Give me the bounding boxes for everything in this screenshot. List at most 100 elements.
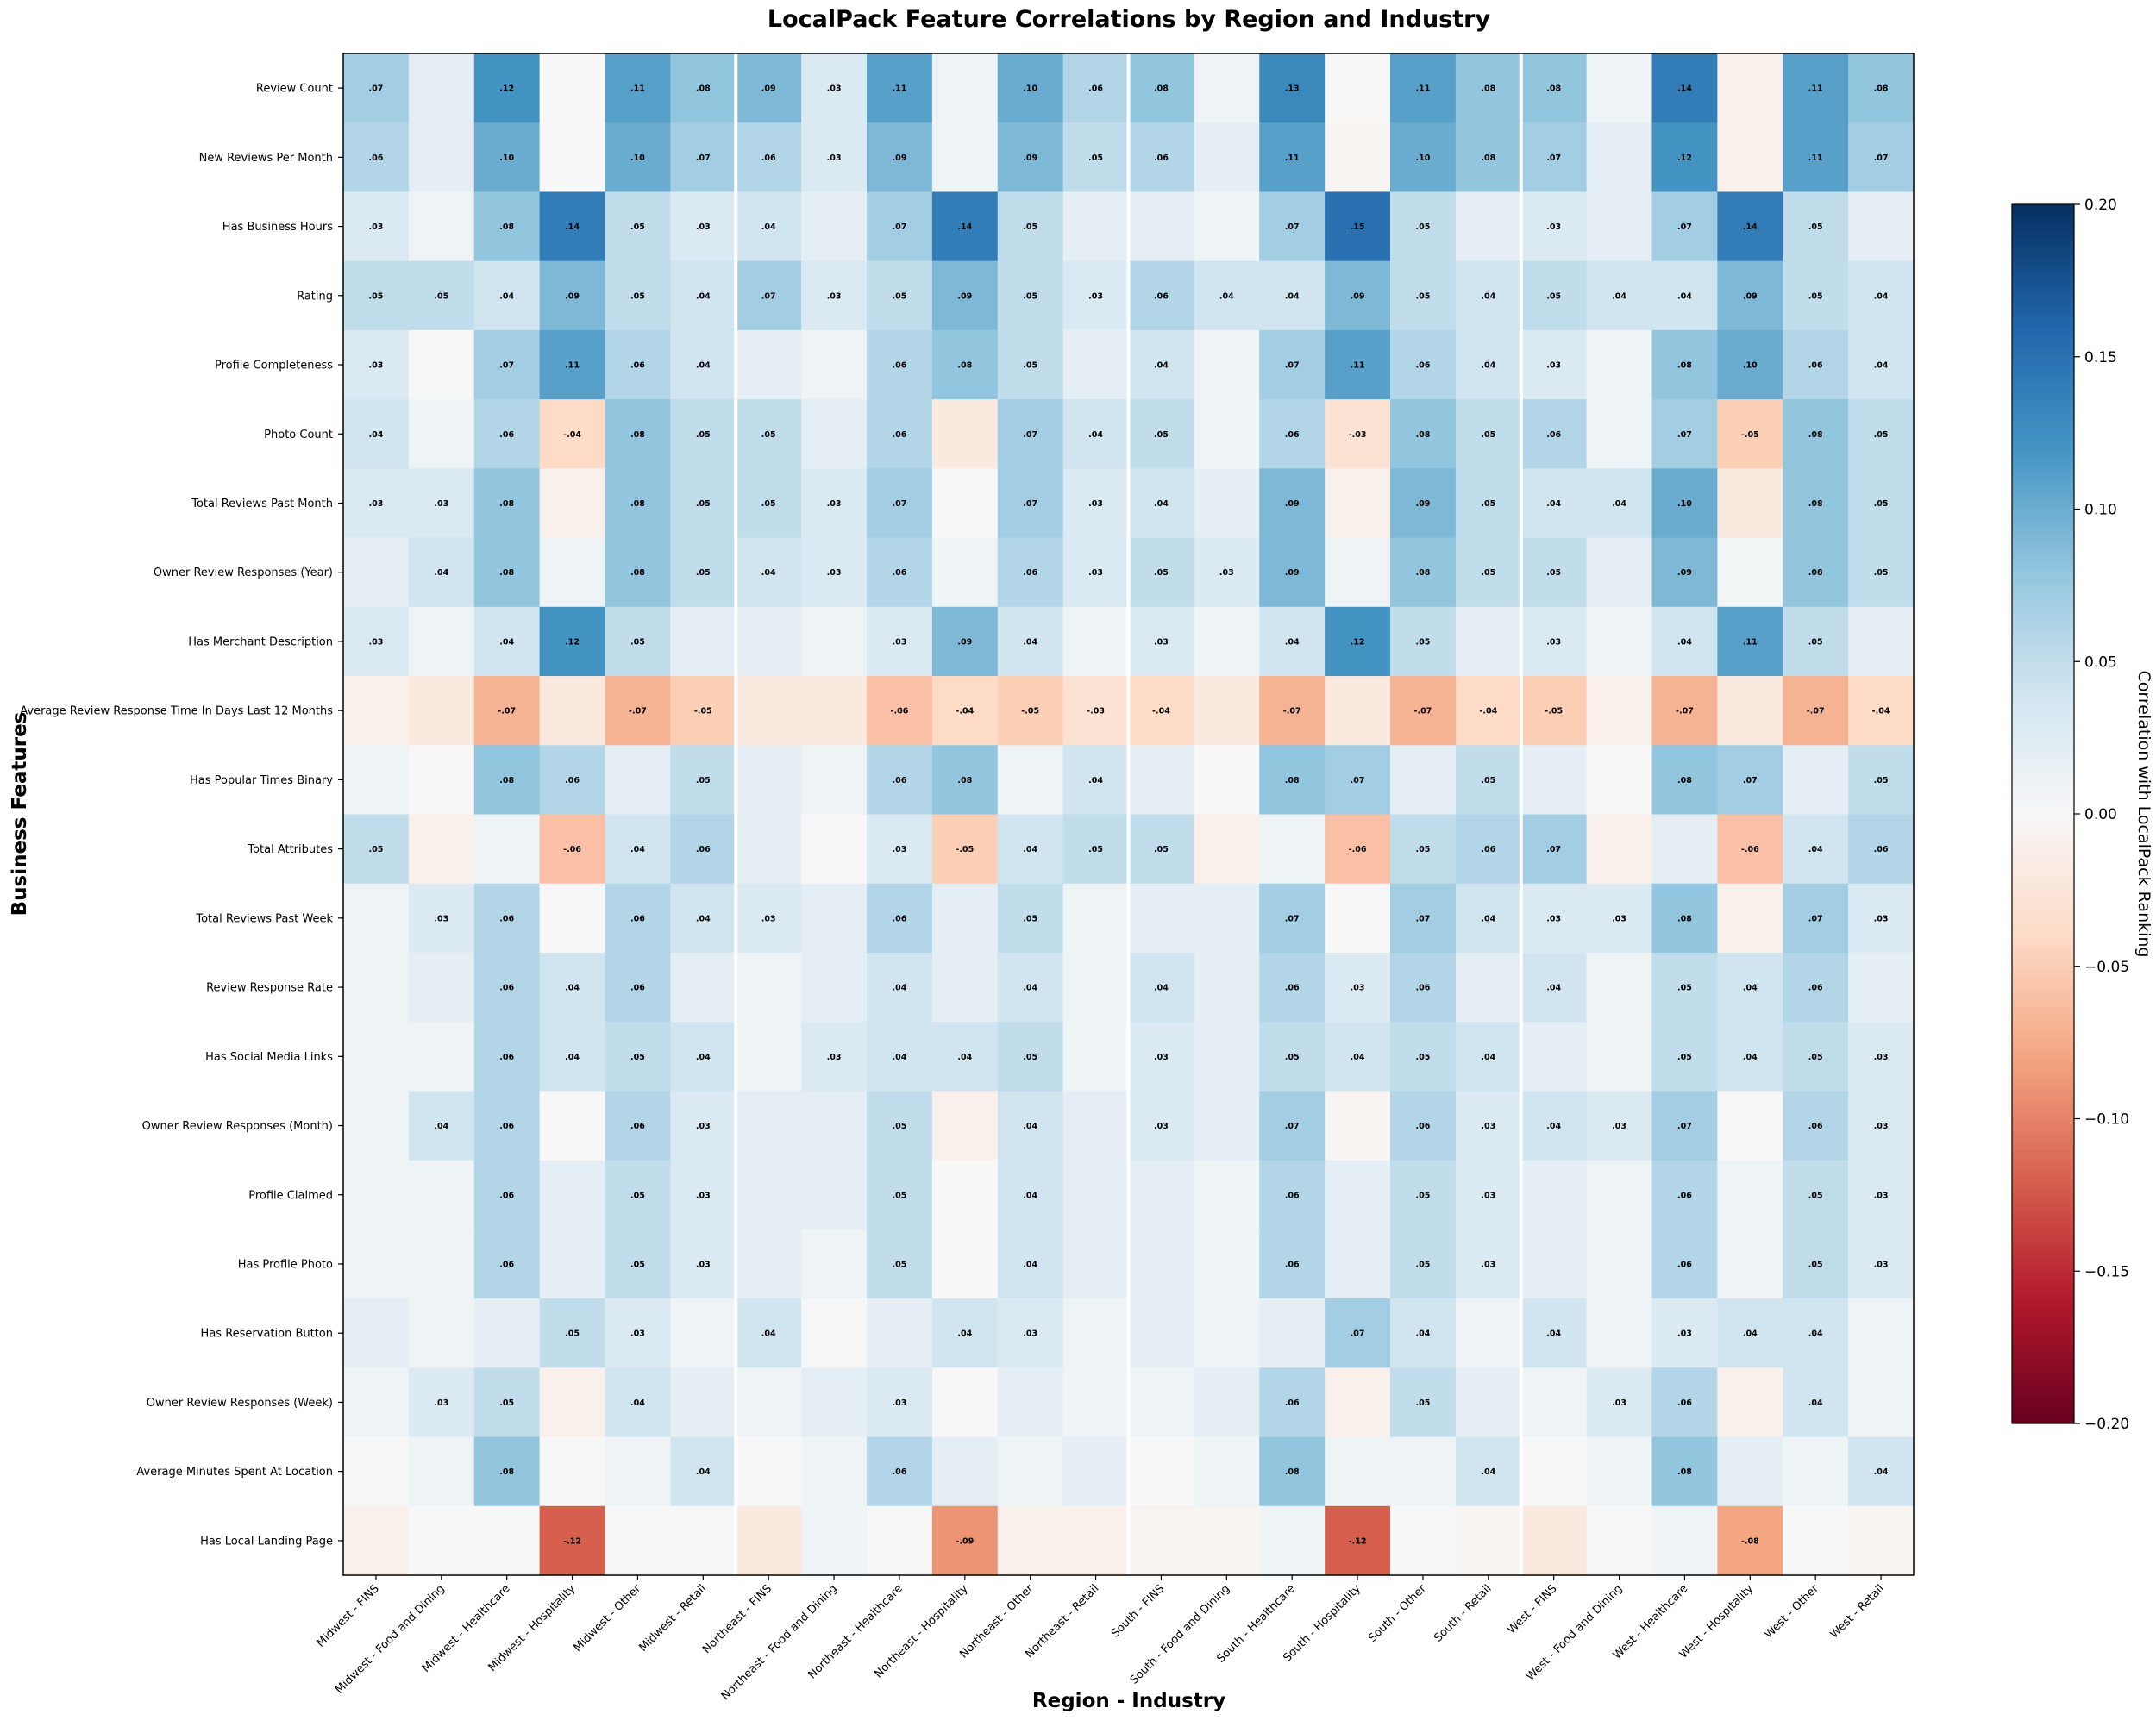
heatmap-cell: [1586, 1229, 1652, 1299]
heatmap-cell: [931, 952, 999, 1023]
cell-value-label: .03: [1481, 1191, 1495, 1200]
heatmap-cell: [997, 606, 1064, 677]
cell-value-label: .03: [827, 84, 842, 94]
heatmap-cell: [801, 537, 868, 608]
heatmap-cell: [539, 1160, 605, 1230]
cell-value-label: .06: [893, 776, 907, 785]
heatmap-cell: [997, 883, 1064, 954]
cell-value-label: .05: [1154, 845, 1169, 854]
heatmap-cell: [867, 53, 933, 123]
heatmap-cell: [670, 1367, 736, 1438]
cell-value-label: .03: [369, 499, 384, 509]
heatmap-cell: [931, 399, 999, 469]
heatmap-cell: [1520, 1436, 1588, 1507]
heatmap-cell: [1194, 883, 1260, 954]
heatmap-cell: [1455, 122, 1522, 192]
heatmap-cell: [1325, 260, 1391, 331]
cell-value-label: .08: [499, 222, 514, 232]
heatmap-cell: [1128, 1160, 1194, 1230]
heatmap-cell: [1194, 1436, 1260, 1507]
cell-value-label: .05: [1154, 568, 1169, 578]
y-tick-label: Has Reservation Button: [201, 1328, 333, 1341]
heatmap-cell: [867, 1436, 933, 1507]
heatmap-cell: [1128, 399, 1194, 469]
cell-value-label: -.07: [498, 707, 516, 716]
cell-value-label: .04: [1874, 291, 1889, 301]
heatmap-cell: [1325, 53, 1391, 123]
x-tick-label: Midwest - Other: [572, 1582, 644, 1655]
heatmap-cell: [1520, 745, 1588, 815]
heatmap-cell: [1325, 676, 1391, 746]
heatmap-cell: [1194, 53, 1260, 123]
cell-value-label: .05: [761, 430, 776, 440]
cell-value-label: .08: [1677, 776, 1692, 785]
cell-value-label: .08: [1808, 568, 1823, 578]
heatmap-cell: [1128, 1367, 1194, 1438]
heatmap-cell: [670, 122, 736, 192]
heatmap-cell: [343, 468, 410, 539]
heatmap-cell: [605, 1229, 671, 1299]
cell-value-label: .04: [696, 914, 711, 923]
heatmap-cell: [867, 1160, 933, 1230]
heatmap-cell: [605, 1298, 671, 1368]
cell-value-label: .09: [1285, 568, 1300, 578]
heatmap-cell: [931, 1022, 999, 1092]
cell-value-label: .06: [696, 845, 711, 854]
cell-value-label: .04: [1743, 1329, 1758, 1339]
cell-value-label: .04: [1481, 361, 1495, 371]
heatmap-cell: [1651, 329, 1718, 400]
cell-value-label: .09: [1023, 153, 1037, 163]
heatmap-cell: [1586, 745, 1652, 815]
heatmap-cell: [801, 468, 868, 539]
cell-value-label: .06: [1285, 1260, 1300, 1269]
heatmap-cell: [473, 1091, 541, 1161]
cell-value-label: .03: [696, 1122, 711, 1131]
heatmap-cell: [539, 676, 605, 746]
heatmap-cell: [1128, 952, 1194, 1023]
y-axis-title: Business Features: [9, 712, 31, 917]
cell-value-label: .06: [893, 1467, 907, 1477]
cell-value-label: .03: [1088, 291, 1103, 301]
cell-value-label: .03: [893, 1398, 907, 1408]
heatmap-cell: [1520, 53, 1588, 123]
cell-value-label: .07: [1677, 222, 1692, 232]
heatmap-cell: [1455, 399, 1522, 469]
heatmap-cell: [1651, 1160, 1718, 1230]
heatmap-cell: [1455, 814, 1522, 885]
cell-value-label: .05: [1874, 776, 1889, 785]
cell-value-label: .11: [1808, 153, 1823, 163]
x-tick-label: West - Other: [1763, 1582, 1822, 1642]
cell-value-label: .05: [893, 1122, 907, 1131]
cell-value-label: .06: [1808, 984, 1823, 993]
cell-value-label: .08: [957, 361, 972, 371]
heatmap-cell: [1783, 1367, 1849, 1438]
cell-value-label: -.06: [563, 845, 581, 854]
heatmap-cell: [670, 1505, 736, 1576]
cell-value-label: .04: [957, 1329, 972, 1339]
cell-value-label: .06: [1677, 1398, 1692, 1408]
heatmap-cell: [867, 745, 933, 815]
heatmap-cell: [1390, 191, 1457, 262]
y-tick-label: Total Reviews Past Month: [191, 497, 333, 510]
heatmap-cell: [1455, 191, 1522, 262]
heatmap-cell: [736, 1229, 802, 1299]
heatmap-cell: [1717, 745, 1783, 815]
heatmap-cell: [997, 122, 1064, 192]
heatmap-cell: [1390, 1160, 1457, 1230]
heatmap-cell: [670, 468, 736, 539]
cell-value-label: .08: [630, 430, 645, 440]
heatmap-cell: [1783, 329, 1849, 400]
cell-value-label: -.04: [1479, 707, 1497, 716]
heatmap-cell: [997, 537, 1064, 608]
cell-value-label: .06: [1481, 845, 1495, 854]
cell-value-label: .03: [1481, 1122, 1495, 1131]
heatmap-cell: [801, 1367, 868, 1438]
heatmap-cell: [1586, 1367, 1652, 1438]
colorbar-tick-label: 0.15: [2084, 349, 2117, 366]
heatmap-cell: [473, 745, 541, 815]
heatmap-cell: [1651, 1505, 1718, 1576]
cell-value-label: .07: [1351, 1329, 1365, 1339]
heatmap-cell: [736, 1298, 802, 1368]
heatmap-cell: [1848, 1436, 1915, 1507]
cell-value-label: .03: [1612, 1398, 1626, 1408]
